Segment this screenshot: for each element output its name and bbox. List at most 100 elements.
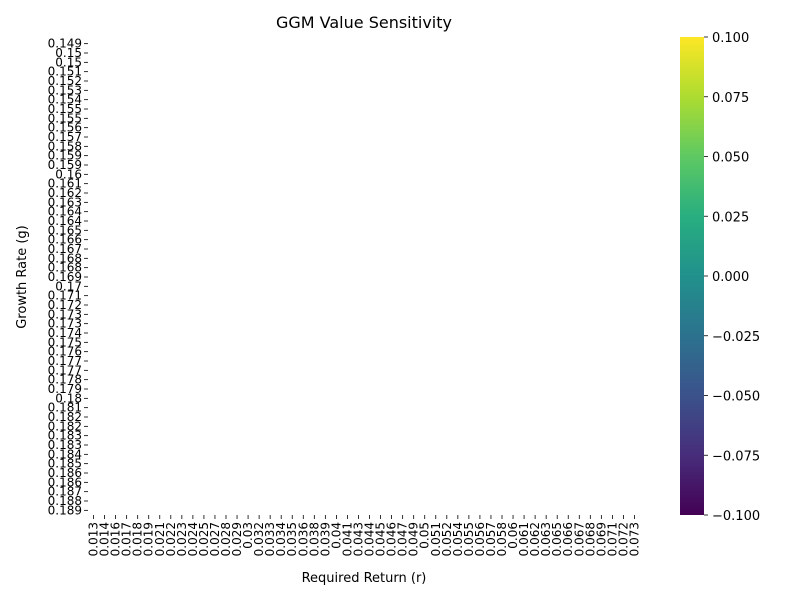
x-tick-label: 0.025 (197, 522, 211, 556)
x-tick-label: 0.014 (98, 522, 112, 556)
x-tick-label: 0.041 (340, 522, 354, 556)
x-tick-label: 0.013 (87, 522, 101, 556)
y-tick-label: 0.172 (48, 298, 82, 312)
y-tick-label: 0.182 (48, 410, 82, 424)
y-tick-label: 0.164 (48, 205, 82, 219)
y-tick-label: 0.182 (48, 419, 82, 433)
y-tick-label: 0.168 (48, 261, 82, 275)
x-tick-label: 0.049 (407, 522, 421, 556)
y-tick-label: 0.162 (48, 186, 82, 200)
x-tick-label: 0.05 (418, 522, 432, 549)
y-tick-label: 0.183 (48, 438, 82, 452)
y-tick-label: 0.178 (48, 373, 82, 387)
x-tick-label: 0.066 (561, 522, 575, 556)
y-tick-label: 0.181 (48, 401, 82, 415)
y-tick-label: 0.173 (48, 317, 82, 331)
x-tick-label: 0.047 (396, 522, 410, 556)
x-tick-label: 0.054 (451, 522, 465, 556)
x-tick-label: 0.03 (241, 522, 255, 549)
x-tick-label: 0.061 (517, 522, 531, 556)
x-tick-label: 0.029 (230, 522, 244, 556)
y-tick-label: 0.17 (55, 279, 82, 293)
y-tick-label: 0.167 (48, 242, 82, 256)
x-tick-label: 0.067 (572, 522, 586, 556)
y-tick-label: 0.166 (48, 233, 82, 247)
x-tick-label: 0.034 (274, 522, 288, 556)
y-tick-label: 0.184 (48, 447, 82, 461)
y-tick-label: 0.186 (48, 466, 82, 480)
colorbar-tick-label: 0.050 (712, 151, 749, 166)
colorbar-axis: 0.100 0.075 0.050 0.025 0.000 −0.025 −0.050 −0.… (704, 31, 760, 524)
x-tick-label: 0.051 (429, 522, 443, 556)
y-tick-label: 0.18 (55, 391, 82, 405)
y-tick-label: 0.156 (48, 121, 82, 135)
x-tick-label: 0.052 (440, 522, 454, 556)
x-tick-label: 0.073 (627, 522, 641, 556)
x-tick-label: 0.021 (153, 522, 167, 556)
colorbar-tick-label: 0.000 (712, 270, 749, 285)
colorbar-tick-label: 0.025 (712, 210, 749, 225)
y-tick-label: 0.188 (48, 494, 82, 508)
y-tick-label: 0.161 (48, 177, 82, 191)
x-tick-label: 0.016 (109, 522, 123, 556)
x-tick-label: 0.038 (307, 522, 321, 556)
y-tick-label: 0.175 (48, 335, 82, 349)
x-tick-label: 0.056 (473, 522, 487, 556)
y-tick-label: 0.16 (55, 167, 82, 181)
y-tick-label: 0.187 (48, 485, 82, 499)
y-axis: 0.1490.150.150.1510.1520.1530.1540.1550.… (48, 37, 88, 517)
heatmap-plot-area (88, 39, 640, 515)
x-tick-label: 0.036 (296, 522, 310, 556)
x-tick-label: 0.072 (616, 522, 630, 556)
y-axis-label: Growth Rate (g) (15, 225, 30, 329)
x-tick-label: 0.024 (186, 522, 200, 556)
y-tick-label: 0.164 (48, 214, 82, 228)
x-tick-label: 0.019 (142, 522, 156, 556)
y-tick-label: 0.155 (48, 111, 82, 125)
x-tick-label: 0.027 (208, 522, 222, 556)
x-tick-label: 0.046 (385, 522, 399, 556)
y-tick-label: 0.171 (48, 289, 82, 303)
y-tick-label: 0.159 (48, 158, 82, 172)
x-axis-label: Required Return (r) (302, 571, 427, 586)
x-tick-label: 0.071 (605, 522, 619, 556)
y-tick-label: 0.151 (48, 65, 82, 79)
x-tick-label: 0.06 (506, 522, 520, 549)
y-tick-label: 0.163 (48, 195, 82, 209)
x-tick-label: 0.032 (252, 522, 266, 556)
y-tick-label: 0.159 (48, 149, 82, 163)
x-tick-label: 0.055 (462, 522, 476, 556)
x-tick-label: 0.062 (528, 522, 542, 556)
x-tick-label: 0.057 (484, 522, 498, 556)
colorbar-tick-label: 0.100 (712, 31, 749, 46)
y-tick-label: 0.185 (48, 457, 82, 471)
x-tick-label: 0.043 (351, 522, 365, 556)
x-tick-label: 0.058 (495, 522, 509, 556)
y-tick-label: 0.153 (48, 83, 82, 97)
y-tick-label: 0.15 (55, 55, 82, 69)
x-tick-label: 0.017 (120, 522, 134, 556)
colorbar (680, 37, 704, 515)
y-tick-label: 0.183 (48, 429, 82, 443)
y-tick-label: 0.179 (48, 382, 82, 396)
colorbar-tick-label: −0.100 (712, 509, 760, 524)
y-tick-label: 0.155 (48, 102, 82, 116)
x-tick-label: 0.022 (164, 522, 178, 556)
chart-title: GGM Value Sensitivity (276, 13, 452, 32)
y-tick-label: 0.177 (48, 354, 82, 368)
x-tick-label: 0.063 (539, 522, 553, 556)
y-tick-label: 0.174 (48, 326, 82, 340)
colorbar-tick-label: −0.050 (712, 390, 760, 405)
y-tick-label: 0.176 (48, 345, 82, 359)
y-tick-label: 0.186 (48, 475, 82, 489)
colorbar-tick-label: −0.075 (712, 449, 760, 464)
x-tick-label: 0.035 (285, 522, 299, 556)
y-tick-label: 0.189 (48, 503, 82, 517)
y-tick-label: 0.177 (48, 363, 82, 377)
y-tick-label: 0.157 (48, 130, 82, 144)
x-tick-label: 0.023 (175, 522, 189, 556)
y-tick-label: 0.154 (48, 93, 82, 107)
x-tick-label: 0.028 (219, 522, 233, 556)
y-tick-label: 0.149 (48, 37, 82, 51)
